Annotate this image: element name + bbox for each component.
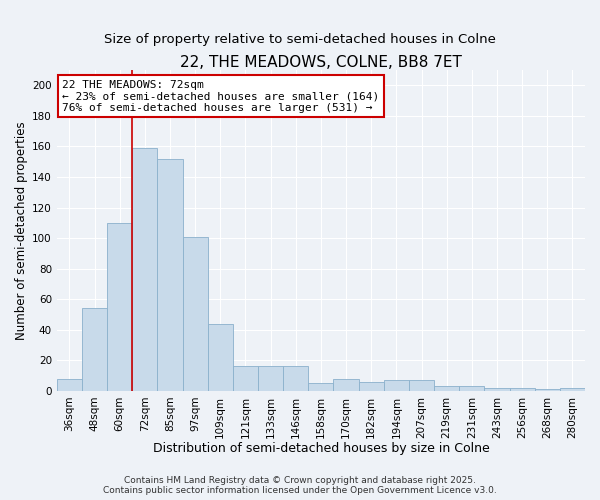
Bar xyxy=(459,386,484,391)
Bar xyxy=(283,366,308,391)
Bar xyxy=(409,380,434,391)
X-axis label: Distribution of semi-detached houses by size in Colne: Distribution of semi-detached houses by … xyxy=(152,442,489,455)
Bar xyxy=(359,382,384,391)
Bar xyxy=(560,388,585,391)
Bar xyxy=(82,308,107,391)
Bar xyxy=(182,236,208,391)
Bar xyxy=(258,366,283,391)
Title: 22, THE MEADOWS, COLNE, BB8 7ET: 22, THE MEADOWS, COLNE, BB8 7ET xyxy=(180,55,462,70)
Bar xyxy=(233,366,258,391)
Bar xyxy=(484,388,509,391)
Bar xyxy=(57,378,82,391)
Bar xyxy=(434,386,459,391)
Bar xyxy=(208,324,233,391)
Bar xyxy=(535,390,560,391)
Bar xyxy=(107,223,132,391)
Bar xyxy=(509,388,535,391)
Y-axis label: Number of semi-detached properties: Number of semi-detached properties xyxy=(15,121,28,340)
Bar xyxy=(308,383,334,391)
Text: Contains HM Land Registry data © Crown copyright and database right 2025.
Contai: Contains HM Land Registry data © Crown c… xyxy=(103,476,497,495)
Bar xyxy=(132,148,157,391)
Text: Size of property relative to semi-detached houses in Colne: Size of property relative to semi-detach… xyxy=(104,32,496,46)
Bar xyxy=(384,380,409,391)
Bar xyxy=(334,378,359,391)
Bar xyxy=(157,158,182,391)
Text: 22 THE MEADOWS: 72sqm
← 23% of semi-detached houses are smaller (164)
76% of sem: 22 THE MEADOWS: 72sqm ← 23% of semi-deta… xyxy=(62,80,379,113)
